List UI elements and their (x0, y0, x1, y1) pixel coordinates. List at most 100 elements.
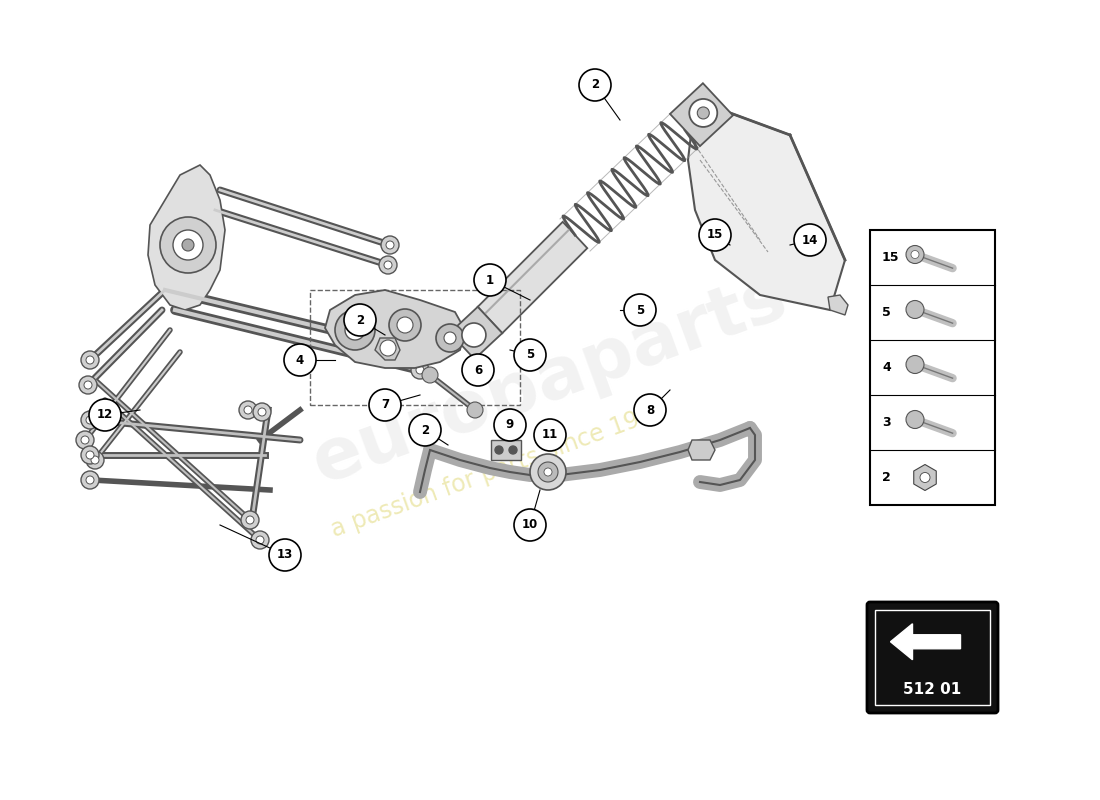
Text: 8: 8 (646, 403, 654, 417)
Circle shape (422, 367, 438, 383)
Circle shape (239, 401, 257, 419)
Circle shape (246, 516, 254, 524)
Circle shape (345, 320, 365, 340)
Text: 13: 13 (277, 549, 293, 562)
Polygon shape (477, 222, 587, 333)
Text: europaparts: europaparts (304, 262, 796, 498)
Circle shape (86, 451, 104, 469)
Polygon shape (375, 338, 400, 360)
Circle shape (409, 414, 441, 446)
Circle shape (514, 339, 546, 371)
Circle shape (241, 511, 258, 529)
Circle shape (86, 356, 94, 364)
Circle shape (81, 411, 99, 429)
Text: 12: 12 (97, 409, 113, 422)
Text: 5: 5 (636, 303, 645, 317)
Circle shape (624, 294, 656, 326)
Circle shape (906, 410, 924, 429)
Text: 4: 4 (882, 361, 891, 374)
Circle shape (381, 236, 399, 254)
Text: 2: 2 (421, 423, 429, 437)
Circle shape (253, 403, 271, 421)
Text: 3: 3 (882, 416, 891, 429)
Circle shape (251, 531, 270, 549)
Circle shape (906, 246, 924, 263)
Text: 11: 11 (542, 429, 558, 442)
Circle shape (920, 473, 929, 482)
Circle shape (379, 340, 396, 356)
Text: 15: 15 (707, 229, 723, 242)
Circle shape (256, 536, 264, 544)
Circle shape (530, 454, 566, 490)
Text: 9: 9 (506, 418, 514, 431)
Circle shape (91, 456, 99, 464)
Circle shape (579, 69, 610, 101)
Circle shape (468, 402, 483, 418)
Circle shape (258, 408, 266, 416)
Circle shape (336, 310, 375, 350)
Circle shape (690, 99, 717, 127)
Circle shape (244, 406, 252, 414)
Polygon shape (688, 100, 845, 310)
Circle shape (436, 324, 464, 352)
Text: 10: 10 (521, 518, 538, 531)
Text: 2: 2 (356, 314, 364, 326)
Text: 14: 14 (802, 234, 818, 246)
Circle shape (406, 341, 424, 359)
Circle shape (389, 309, 421, 341)
Circle shape (538, 462, 558, 482)
Circle shape (509, 446, 517, 454)
Text: a passion for parts since 1985: a passion for parts since 1985 (328, 398, 672, 542)
Text: 2: 2 (882, 471, 891, 484)
Circle shape (86, 416, 94, 424)
Circle shape (474, 264, 506, 296)
Circle shape (495, 446, 503, 454)
Polygon shape (670, 83, 733, 146)
Text: 512 01: 512 01 (903, 682, 961, 698)
Circle shape (160, 217, 216, 273)
Circle shape (81, 446, 99, 464)
Circle shape (76, 431, 94, 449)
Circle shape (86, 451, 94, 459)
Text: 1: 1 (486, 274, 494, 286)
Circle shape (368, 389, 402, 421)
Polygon shape (891, 624, 960, 660)
Circle shape (416, 366, 424, 374)
Circle shape (379, 256, 397, 274)
Circle shape (386, 241, 394, 249)
Text: 7: 7 (381, 398, 389, 411)
Polygon shape (688, 440, 715, 460)
Text: 5: 5 (526, 349, 535, 362)
Polygon shape (491, 440, 521, 460)
Polygon shape (148, 165, 225, 310)
Polygon shape (324, 290, 465, 368)
Circle shape (384, 261, 392, 269)
Circle shape (794, 224, 826, 256)
Circle shape (284, 344, 316, 376)
Circle shape (86, 476, 94, 484)
Circle shape (270, 539, 301, 571)
Text: 15: 15 (882, 251, 900, 264)
Polygon shape (828, 295, 848, 315)
FancyBboxPatch shape (867, 602, 998, 713)
Circle shape (344, 304, 376, 336)
Text: 6: 6 (474, 363, 482, 377)
Circle shape (81, 351, 99, 369)
Circle shape (81, 436, 89, 444)
Circle shape (906, 301, 924, 318)
Circle shape (462, 323, 486, 347)
Circle shape (397, 317, 412, 333)
Circle shape (911, 250, 918, 258)
Text: 2: 2 (591, 78, 600, 91)
Circle shape (697, 107, 710, 119)
Circle shape (182, 239, 194, 251)
Circle shape (494, 409, 526, 441)
Text: 5: 5 (882, 306, 891, 319)
Circle shape (514, 509, 546, 541)
Circle shape (444, 332, 456, 344)
Circle shape (411, 361, 429, 379)
Circle shape (534, 419, 566, 451)
Circle shape (89, 399, 121, 431)
Polygon shape (450, 307, 503, 359)
Text: 4: 4 (296, 354, 304, 366)
